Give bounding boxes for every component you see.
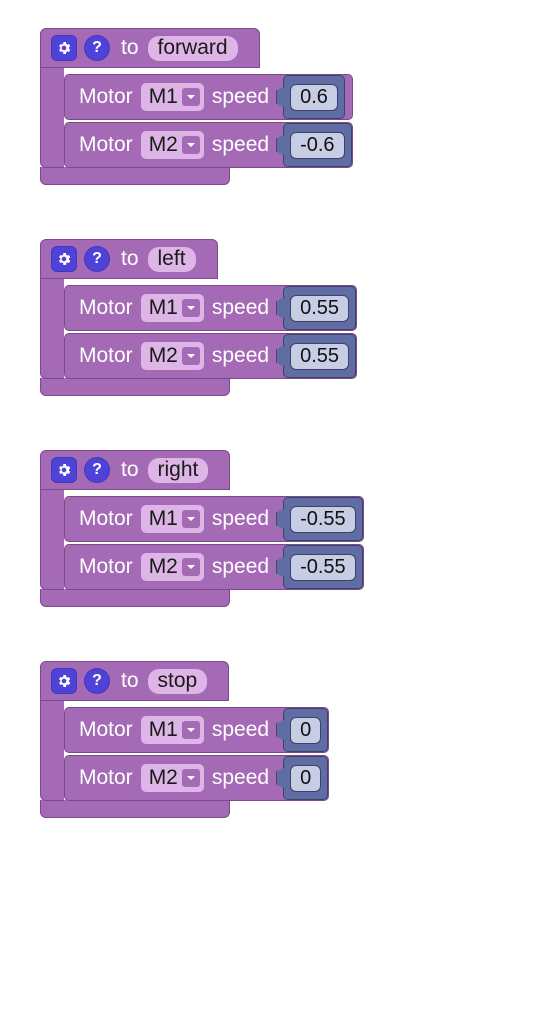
speed-label: speed	[212, 507, 269, 531]
chevron-down-icon	[182, 136, 200, 154]
to-keyword: to	[121, 247, 139, 271]
motor-speed-block[interactable]: Motor M1 speed 0.6	[64, 74, 353, 120]
speed-value-slot[interactable]: -0.6	[283, 123, 351, 167]
chevron-down-icon	[182, 88, 200, 106]
function-name[interactable]: right	[148, 458, 209, 483]
speed-value-slot[interactable]: 0.6	[283, 75, 345, 119]
function-name[interactable]: left	[148, 247, 196, 272]
to-keyword: to	[121, 36, 139, 60]
speed-value-input[interactable]: 0.6	[290, 84, 338, 111]
motor-port-dropdown[interactable]: M2	[141, 342, 204, 370]
motor-port-dropdown[interactable]: M1	[141, 83, 204, 111]
speed-value-input[interactable]: 0.55	[290, 343, 349, 370]
speed-label: speed	[212, 296, 269, 320]
chevron-down-icon	[182, 558, 200, 576]
chevron-down-icon	[182, 299, 200, 317]
function-header[interactable]: ? tostop	[40, 661, 229, 701]
block-workspace: ? to forward Motor M1 speed 0.6 Motor M2 speed -0.…	[40, 28, 508, 818]
function-header[interactable]: ? toright	[40, 450, 230, 490]
motor-label: Motor	[79, 133, 133, 157]
function-block[interactable]: ? toright Motor M1 speed -0.55 Motor M2 speed -0.…	[40, 450, 508, 607]
speed-label: speed	[212, 344, 269, 368]
function-header[interactable]: ? to forward	[40, 28, 260, 68]
motor-label: Motor	[79, 85, 133, 109]
speed-value-input[interactable]: 0	[290, 765, 321, 792]
motor-label: Motor	[79, 296, 133, 320]
speed-label: speed	[212, 718, 269, 742]
chevron-down-icon	[182, 510, 200, 528]
motor-port-dropdown[interactable]: M2	[141, 553, 204, 581]
motor-label: Motor	[79, 507, 133, 531]
speed-label: speed	[212, 555, 269, 579]
block-footer	[40, 589, 230, 607]
motor-port-value: M1	[149, 296, 178, 320]
function-block[interactable]: ? to forward Motor M1 speed 0.6 Motor M2 speed -0.…	[40, 28, 508, 185]
motor-speed-block[interactable]: Motor M2 speed -0.55	[64, 544, 364, 590]
motor-port-value: M1	[149, 718, 178, 742]
motor-speed-block[interactable]: Motor M1 speed -0.55	[64, 496, 364, 542]
speed-value-input[interactable]: 0	[290, 717, 321, 744]
motor-port-value: M2	[149, 766, 178, 790]
motor-port-dropdown[interactable]: M2	[141, 131, 204, 159]
motor-speed-block[interactable]: Motor M2 speed 0.55	[64, 333, 357, 379]
to-keyword: to	[121, 669, 139, 693]
speed-value-input[interactable]: -0.6	[290, 132, 344, 159]
chevron-down-icon	[182, 769, 200, 787]
gear-icon[interactable]	[51, 246, 77, 272]
block-footer	[40, 378, 230, 396]
motor-label: Motor	[79, 555, 133, 579]
motor-port-value: M2	[149, 555, 178, 579]
speed-value-slot[interactable]: -0.55	[283, 497, 363, 541]
motor-port-value: M1	[149, 85, 178, 109]
speed-value-slot[interactable]: 0.55	[283, 334, 356, 378]
help-icon[interactable]: ?	[84, 668, 110, 694]
speed-label: speed	[212, 766, 269, 790]
motor-port-value: M1	[149, 507, 178, 531]
motor-label: Motor	[79, 718, 133, 742]
help-icon[interactable]: ?	[84, 35, 110, 61]
to-keyword: to	[121, 458, 139, 482]
speed-value-input[interactable]: -0.55	[290, 506, 356, 533]
motor-speed-block[interactable]: Motor M1 speed 0.55	[64, 285, 357, 331]
function-name[interactable]: forward	[148, 36, 238, 61]
chevron-down-icon	[182, 347, 200, 365]
block-footer	[40, 167, 230, 185]
motor-port-dropdown[interactable]: M2	[141, 764, 204, 792]
chevron-down-icon	[182, 721, 200, 739]
speed-label: speed	[212, 85, 269, 109]
gear-icon[interactable]	[51, 668, 77, 694]
speed-value-slot[interactable]: 0	[283, 708, 328, 752]
function-block[interactable]: ? tostop Motor M1 speed 0 Motor M2 speed 0	[40, 661, 508, 818]
function-name[interactable]: stop	[148, 669, 208, 694]
motor-speed-block[interactable]: Motor M2 speed 0	[64, 755, 329, 801]
motor-label: Motor	[79, 344, 133, 368]
help-icon[interactable]: ?	[84, 246, 110, 272]
gear-icon[interactable]	[51, 457, 77, 483]
block-footer	[40, 800, 230, 818]
motor-port-dropdown[interactable]: M1	[141, 294, 204, 322]
motor-label: Motor	[79, 766, 133, 790]
speed-value-slot[interactable]: -0.55	[283, 545, 363, 589]
speed-label: speed	[212, 133, 269, 157]
speed-value-input[interactable]: -0.55	[290, 554, 356, 581]
speed-value-slot[interactable]: 0.55	[283, 286, 356, 330]
motor-port-dropdown[interactable]: M1	[141, 716, 204, 744]
function-block[interactable]: ? toleft Motor M1 speed 0.55 Motor M2 speed 0.55	[40, 239, 508, 396]
motor-port-value: M2	[149, 133, 178, 157]
speed-value-slot[interactable]: 0	[283, 756, 328, 800]
motor-port-value: M2	[149, 344, 178, 368]
function-header[interactable]: ? toleft	[40, 239, 218, 279]
motor-port-dropdown[interactable]: M1	[141, 505, 204, 533]
gear-icon[interactable]	[51, 35, 77, 61]
help-icon[interactable]: ?	[84, 457, 110, 483]
motor-speed-block[interactable]: Motor M1 speed 0	[64, 707, 329, 753]
motor-speed-block[interactable]: Motor M2 speed -0.6	[64, 122, 353, 168]
speed-value-input[interactable]: 0.55	[290, 295, 349, 322]
